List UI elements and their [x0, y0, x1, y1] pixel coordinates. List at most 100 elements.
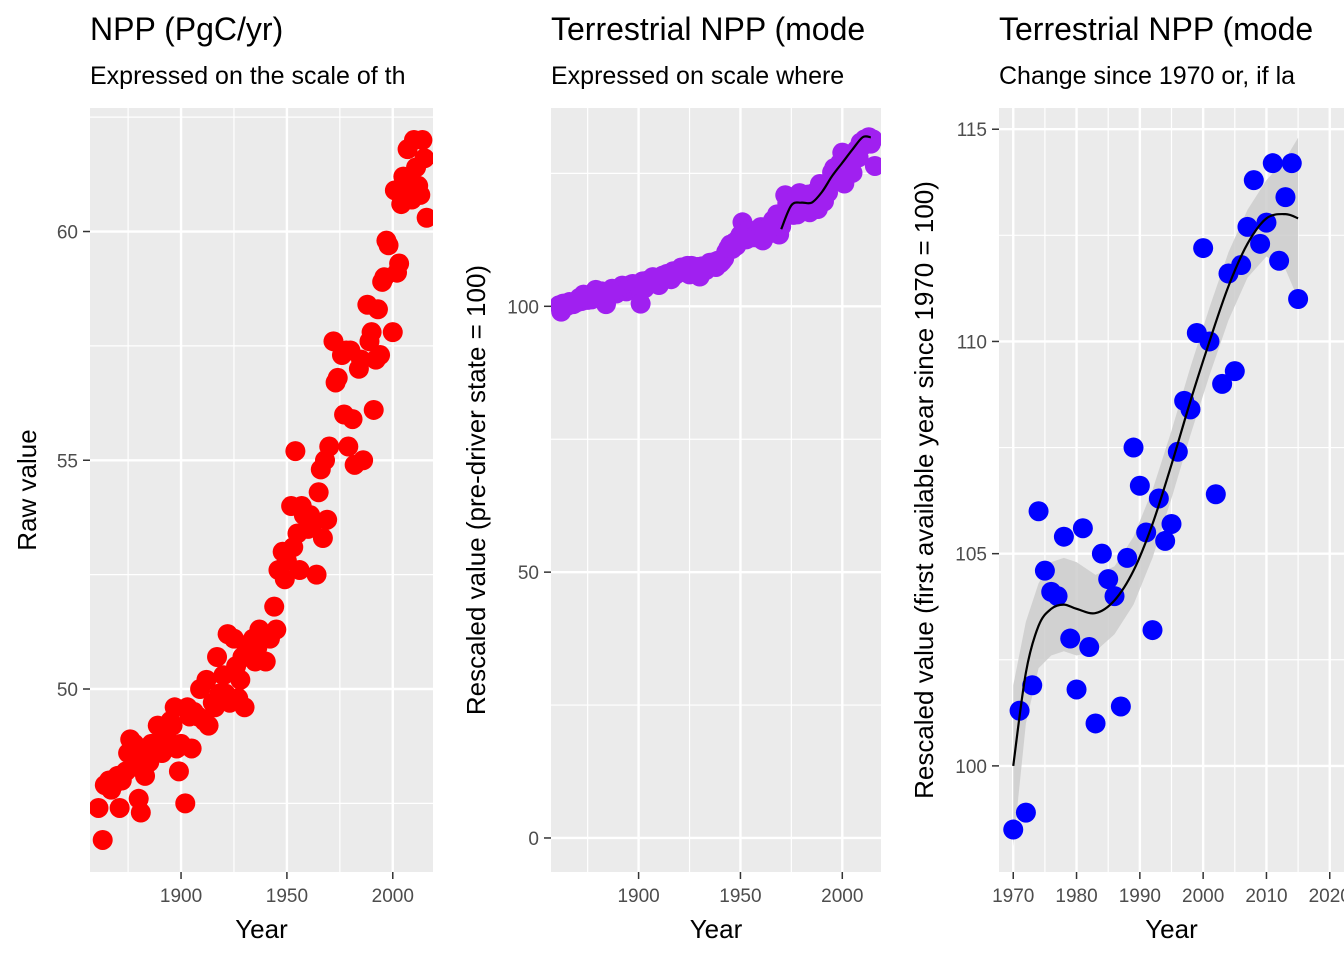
y-axis-label: Rescaled value (pre-driver state = 100) [461, 265, 491, 715]
data-point [198, 715, 219, 736]
data-point [317, 509, 338, 530]
data-point [162, 715, 183, 736]
data-point [1047, 586, 1068, 607]
data-point [327, 367, 348, 388]
y-tick-label: 100 [955, 757, 987, 778]
data-point [234, 697, 255, 718]
y-tick-label: 50 [518, 563, 539, 584]
data-point [1256, 212, 1277, 233]
panel-3: Terrestrial NPP (mode Change since 1970 o… [909, 11, 1344, 944]
y-tick-label: 50 [57, 680, 78, 701]
data-point [196, 669, 217, 690]
panel-1: NPP (PgC/yr) Expressed on the scale of th… [12, 11, 433, 944]
data-point [842, 162, 863, 183]
data-point [168, 761, 189, 782]
data-point [1123, 437, 1144, 458]
x-tick-label: 2010 [1245, 886, 1287, 907]
x-axis-label: Year [1145, 914, 1198, 944]
data-point [1142, 620, 1163, 641]
data-point [130, 802, 151, 823]
data-point [175, 793, 196, 814]
x-tick-label: 1950 [266, 886, 308, 907]
x-tick-label: 1900 [160, 886, 202, 907]
data-point [1034, 560, 1055, 581]
plot-marks [551, 127, 881, 322]
data-point [1028, 501, 1049, 522]
data-point [1275, 187, 1296, 208]
x-tick-label: 2000 [821, 886, 863, 907]
data-point [1161, 513, 1182, 534]
data-point [630, 293, 651, 314]
x-axis-label: Year [235, 914, 288, 944]
data-point [1281, 153, 1302, 174]
title-group: NPP (PgC/yr) Expressed on the scale of th [90, 11, 405, 90]
smooth-trend-line [780, 135, 871, 230]
data-point [1237, 216, 1258, 237]
data-point [361, 322, 382, 343]
data-point [864, 155, 881, 176]
data-point [1022, 675, 1043, 696]
x-tick-label: 1990 [1119, 886, 1161, 907]
data-point [1129, 475, 1150, 496]
data-point [1155, 530, 1176, 551]
data-point [416, 207, 433, 228]
data-point [274, 569, 295, 590]
data-point [1117, 547, 1138, 568]
data-point [1072, 518, 1093, 539]
data-point [319, 436, 340, 457]
plot-background [551, 108, 881, 872]
data-point [412, 130, 433, 151]
data-point [207, 646, 228, 667]
data-point [1193, 238, 1214, 259]
data-point [1104, 586, 1125, 607]
data-point [1110, 696, 1131, 717]
x-tick-label: 1970 [992, 886, 1034, 907]
x-tick-label: 1950 [719, 886, 761, 907]
data-point [1091, 543, 1112, 564]
plot-marks [90, 130, 433, 850]
data-point [1205, 484, 1226, 505]
data-point [338, 436, 359, 457]
title-group: Terrestrial NPP (mode Expressed on scale … [551, 11, 865, 90]
data-point [1053, 526, 1074, 547]
data-point [255, 651, 276, 672]
data-point [1212, 373, 1233, 394]
data-point [230, 669, 251, 690]
data-point [90, 797, 109, 818]
x-tick-label: 2000 [372, 886, 414, 907]
data-point [1262, 153, 1283, 174]
y-tick-label: 105 [955, 545, 987, 566]
data-point [1015, 802, 1036, 823]
data-point [367, 299, 388, 320]
y-tick-label: 100 [507, 297, 539, 318]
data-point [1085, 713, 1106, 734]
data-point [285, 441, 306, 462]
data-point [181, 738, 202, 759]
data-point [389, 253, 410, 274]
data-point [306, 564, 327, 585]
data-point [363, 399, 384, 420]
y-axis-label: Rescaled value (first available year sin… [909, 181, 939, 799]
smooth-trend-line [1012, 212, 1299, 767]
data-point [862, 129, 881, 150]
data-point [382, 322, 403, 343]
data-point [1079, 637, 1100, 658]
data-point [264, 596, 285, 617]
x-tick-label: 2000 [1182, 886, 1224, 907]
x-axis-label: Year [690, 914, 743, 944]
data-point [289, 560, 310, 581]
chart-title: NPP (PgC/yr) [90, 11, 283, 47]
data-point [312, 528, 333, 549]
data-point [1148, 488, 1169, 509]
chart-title: Terrestrial NPP (mode [999, 11, 1313, 47]
y-tick-label: 60 [57, 223, 78, 244]
data-point [308, 482, 329, 503]
plot-marks [1003, 137, 1309, 847]
chart-title: Terrestrial NPP (mode [551, 11, 865, 47]
data-point [1288, 289, 1309, 309]
data-point [1243, 170, 1264, 191]
chart-subtitle: Change since 1970 or, if la [999, 62, 1295, 90]
data-point [342, 409, 363, 430]
